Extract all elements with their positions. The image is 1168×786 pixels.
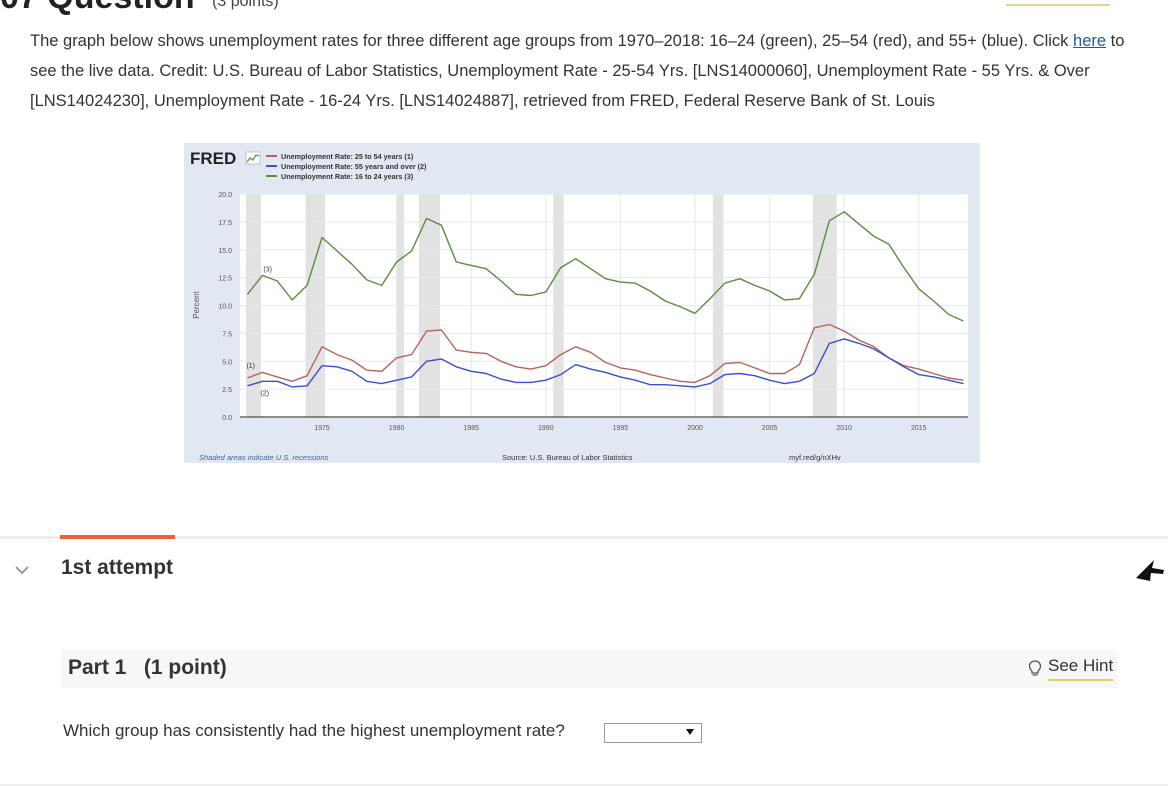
part-header-bar <box>61 650 1117 688</box>
y-tick-label: 2.5 <box>222 387 232 394</box>
answer-dropdown[interactable] <box>604 723 702 743</box>
x-tick-label: 1980 <box>389 425 405 432</box>
y-tick-label: 5.0 <box>222 359 232 366</box>
fred-logo-text: FRED <box>190 149 236 168</box>
part-number: Part 1 <box>68 656 127 679</box>
x-tick-label: 1990 <box>538 425 554 432</box>
question-points: (3 points) <box>212 0 279 10</box>
mouse-pointer-icon <box>1136 560 1164 581</box>
x-tick-label: 2010 <box>836 425 852 432</box>
fred-chart: 0.0 2.5 5.0 7.5 10.0 12.5 15.0 17.5 20.0 1975 1980… <box>184 143 980 463</box>
y-tick-label: 15.0 <box>218 248 232 255</box>
see-hint-label[interactable]: See Hint <box>1048 656 1114 681</box>
intro-text-after: to see the live data. Credit: U.S. Burea… <box>30 32 1125 110</box>
chevron-down-icon[interactable] <box>12 560 32 580</box>
question-intro: The graph below shows unemployment rates… <box>30 26 1130 116</box>
section-divider <box>0 536 1168 539</box>
chart-svg: 0.0 2.5 5.0 7.5 10.0 12.5 15.0 17.5 20.0 1975 1980… <box>190 149 968 462</box>
x-tick-label: 1995 <box>613 425 629 432</box>
lightbulb-icon <box>1028 659 1042 676</box>
footer-recession-note: Shaded areas indicate U.S. recessions <box>199 453 328 462</box>
footer-short-url: myf.red/g/nXHv <box>789 453 841 462</box>
y-tick-label: 0.0 <box>222 415 232 422</box>
x-tick-label: 1985 <box>463 425 479 432</box>
x-tick-label: 2005 <box>762 425 778 432</box>
legend-entry: Unemployment Rate: 55 years and over (2) <box>281 162 427 171</box>
fred-logo-graph-icon <box>245 151 261 165</box>
bottom-divider <box>0 784 1168 786</box>
series-label-2: (2) <box>260 390 269 397</box>
x-tick-label: 2015 <box>911 425 927 432</box>
live-data-link[interactable]: here <box>1073 32 1107 50</box>
series-line-2 <box>247 338 964 388</box>
y-tick-label: 7.5 <box>222 331 232 338</box>
footer-source: Source: U.S. Bureau of Labor Statistics <box>502 453 633 462</box>
series-label-1: (1) <box>246 363 255 370</box>
series-line-3 <box>246 211 964 322</box>
dropdown-arrow-icon <box>686 729 694 735</box>
series-label-3: (3) <box>263 266 272 273</box>
part-points: (1 point) <box>143 656 227 679</box>
y-axis-label: Percent <box>192 290 201 318</box>
intro-text-before: The graph below shows unemployment rates… <box>30 32 1074 50</box>
y-tick-label: 17.5 <box>218 220 232 227</box>
part-title: Part 1 (1 point) <box>68 656 227 680</box>
y-tick-label: 10.0 <box>218 304 232 311</box>
x-tick-label: 1975 <box>314 425 330 432</box>
top-accent-line <box>1006 4 1110 6</box>
question-prompt: Which group has consistently had the hig… <box>63 721 565 740</box>
legend-entry: Unemployment Rate: 25 to 54 years (1) <box>281 152 414 161</box>
question-number: 07 Question <box>0 0 195 16</box>
legend-entry: Unemployment Rate: 16 to 24 years (3) <box>281 172 414 181</box>
active-tab-accent <box>60 535 175 539</box>
series-line-1 <box>247 323 964 384</box>
question-header: 07 Question (3 points) <box>0 0 279 16</box>
y-tick-label: 12.5 <box>218 276 232 283</box>
y-tick-label: 20.0 <box>218 192 232 199</box>
x-tick-label: 2000 <box>687 425 703 432</box>
see-hint-button[interactable]: See Hint <box>1028 656 1114 681</box>
attempt-heading: 1st attempt <box>61 556 174 579</box>
